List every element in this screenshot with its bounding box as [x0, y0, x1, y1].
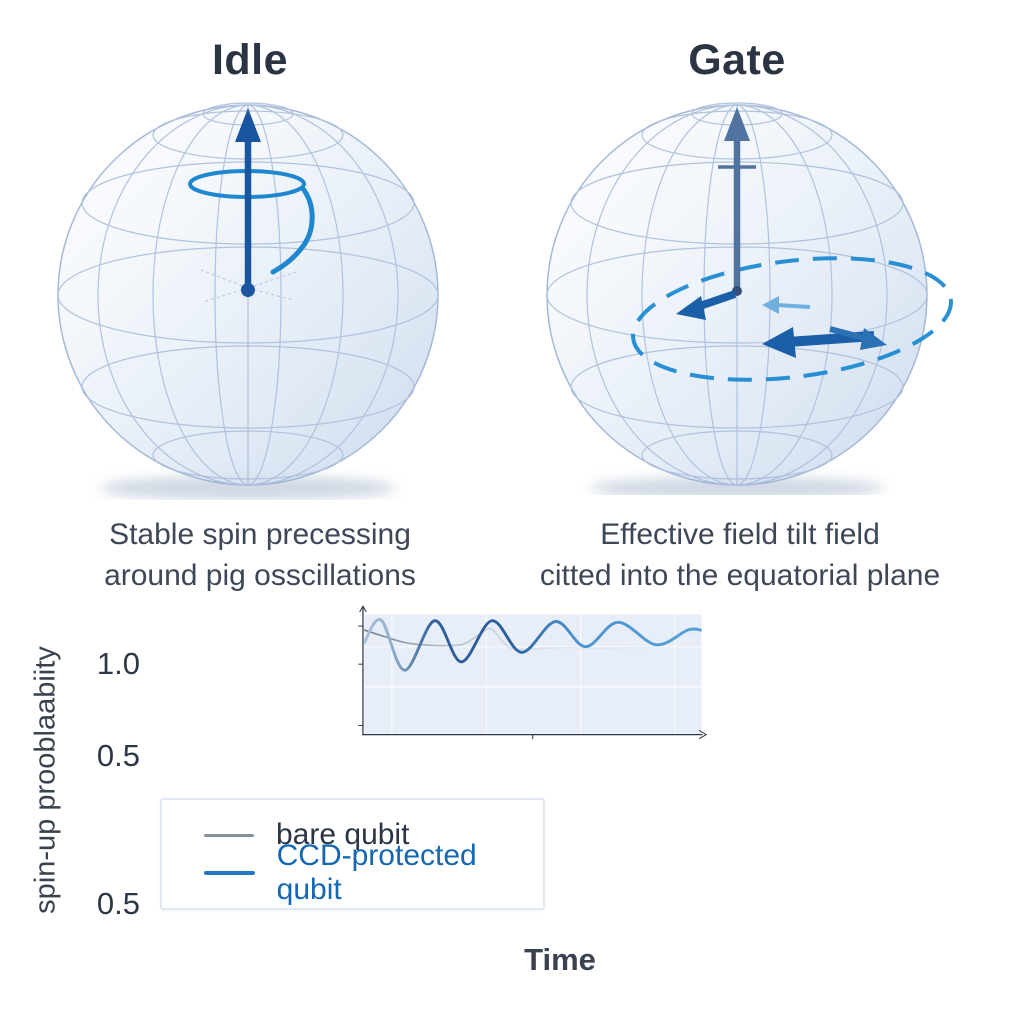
caption-idle-line1: Stable spin precessing — [109, 518, 411, 551]
axes — [358, 605, 708, 740]
tilted-field-arrow-icon — [676, 290, 737, 320]
panel-title-idle: Idle — [211, 36, 289, 84]
qubit-probability-chart — [358, 605, 708, 740]
equatorial-orbit-dashed-icon — [631, 256, 953, 382]
sphere-shadow — [100, 476, 396, 500]
ytick-label-1: 1.0 — [96, 646, 140, 681]
ccd-protected-qubit-curve — [364, 618, 702, 672]
bare-qubit-line-swatch — [204, 833, 254, 837]
drive-arrow-icon — [762, 296, 811, 314]
plot-background — [364, 614, 702, 734]
counter-rotation-arrow-icon — [829, 326, 887, 350]
legend-label-ccd-qubit: CCD-protected qubit — [276, 839, 477, 906]
caption-gate-line2: citted into the equatorial plane — [539, 559, 941, 592]
bloch-sphere-idle — [57, 102, 439, 500]
panel-title-gate: Gate — [688, 36, 786, 84]
chart-legend: bare qubit CCD-protected qubit — [160, 798, 545, 910]
caption-idle-line2: around pig osscillations — [104, 559, 416, 592]
ytick-label-3: 0.5 — [96, 886, 140, 921]
caption-gate: Effective field tilt field citted into t… — [520, 514, 960, 596]
center-rays — [200, 269, 297, 303]
bare-qubit-curve — [364, 627, 702, 651]
bloch-sphere-gate — [546, 102, 953, 495]
legend-label-bare-qubit: bare qubit — [276, 818, 410, 851]
effective-field-axis-arrow-icon — [718, 107, 756, 296]
x-axis-label: Time — [524, 942, 596, 977]
sphere-shadow — [589, 477, 885, 495]
legend-item-bare-qubit: bare qubit — [204, 816, 543, 854]
y-axis-label: spin-up prooblaabiity — [29, 646, 62, 914]
legend-item-ccd-qubit: CCD-protected qubit — [204, 839, 543, 906]
ytick-label-2: 0.5 — [96, 738, 140, 773]
spin-vector-arrow-icon — [235, 108, 261, 297]
caption-idle: Stable spin precessing around pig osscil… — [40, 514, 480, 596]
ccd-qubit-line-swatch — [204, 871, 255, 875]
caption-gate-line1: Effective field tilt field — [600, 518, 880, 551]
